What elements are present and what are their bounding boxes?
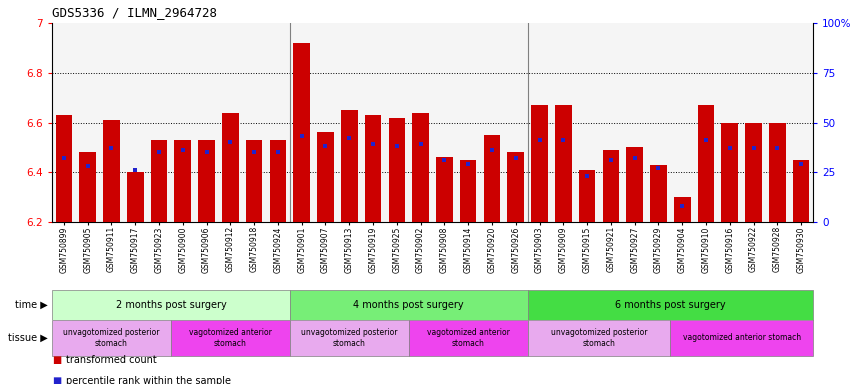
Text: tissue ▶: tissue ▶ — [9, 333, 48, 343]
Bar — [293, 43, 310, 222]
Bar — [531, 105, 548, 222]
Bar — [409, 320, 528, 356]
Bar — [127, 172, 144, 222]
Bar — [670, 320, 813, 356]
Bar — [460, 160, 476, 222]
Bar — [579, 170, 595, 222]
Bar — [484, 135, 500, 222]
Text: ■: ■ — [52, 355, 62, 365]
Bar — [650, 165, 667, 222]
Bar — [746, 122, 762, 222]
Text: 6 months post surgery: 6 months post surgery — [615, 300, 726, 310]
Text: 2 months post surgery: 2 months post surgery — [115, 300, 227, 310]
Bar — [507, 152, 524, 222]
Bar — [627, 147, 643, 222]
Bar — [528, 320, 670, 356]
Bar — [555, 105, 572, 222]
Bar — [674, 197, 691, 222]
Bar — [222, 113, 239, 222]
Text: vagotomized anterior
stomach: vagotomized anterior stomach — [427, 328, 510, 348]
Bar — [388, 118, 405, 222]
Bar — [269, 140, 286, 222]
Text: time ▶: time ▶ — [15, 300, 48, 310]
Text: 4 months post surgery: 4 months post surgery — [353, 300, 464, 310]
Text: vagotomized anterior
stomach: vagotomized anterior stomach — [189, 328, 272, 348]
Bar — [341, 110, 357, 222]
Bar — [412, 113, 429, 222]
Text: transformed count: transformed count — [66, 355, 156, 365]
Bar — [174, 140, 192, 222]
Bar — [317, 132, 333, 222]
Bar — [290, 320, 409, 356]
Text: unvagotomized posterior
stomach: unvagotomized posterior stomach — [63, 328, 160, 348]
Bar — [80, 152, 96, 222]
Text: unvagotomized posterior
stomach: unvagotomized posterior stomach — [551, 328, 647, 348]
Bar — [793, 160, 810, 222]
Bar — [52, 320, 171, 356]
Bar — [722, 122, 738, 222]
Text: percentile rank within the sample: percentile rank within the sample — [66, 376, 231, 384]
Bar — [171, 320, 290, 356]
Bar — [528, 290, 813, 320]
Bar — [290, 290, 528, 320]
Bar — [56, 115, 72, 222]
Bar — [436, 157, 452, 222]
Text: ■: ■ — [52, 376, 62, 384]
Bar — [246, 140, 262, 222]
Bar — [603, 150, 619, 222]
Bar — [103, 120, 120, 222]
Bar — [52, 290, 290, 320]
Bar — [150, 140, 168, 222]
Bar — [198, 140, 215, 222]
Text: GDS5336 / ILMN_2964728: GDS5336 / ILMN_2964728 — [52, 6, 217, 19]
Bar — [698, 105, 714, 222]
Bar — [365, 115, 381, 222]
Text: unvagotomized posterior
stomach: unvagotomized posterior stomach — [301, 328, 398, 348]
Text: vagotomized anterior stomach: vagotomized anterior stomach — [682, 333, 801, 343]
Bar — [769, 122, 786, 222]
